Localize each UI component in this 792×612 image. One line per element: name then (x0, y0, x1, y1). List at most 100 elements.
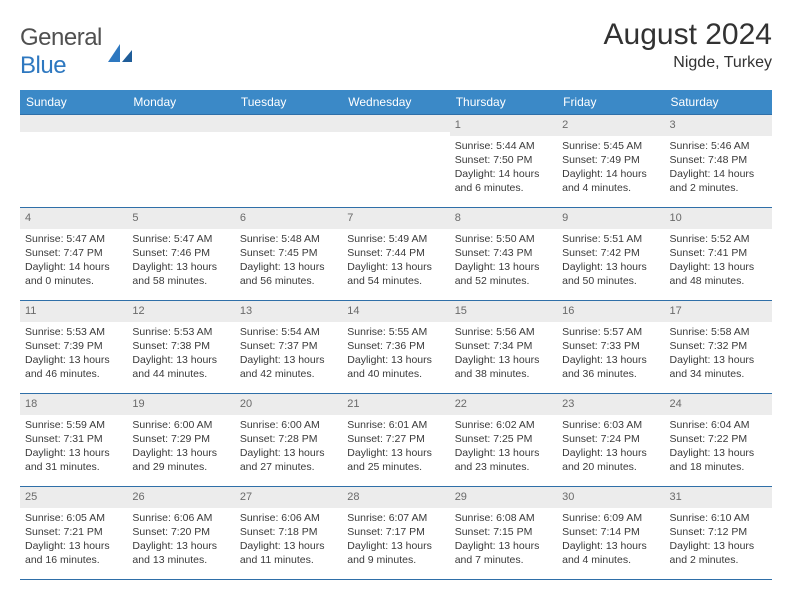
day-number: 30 (557, 487, 664, 508)
calendar-row: 11Sunrise: 5:53 AMSunset: 7:39 PMDayligh… (20, 301, 772, 394)
day-body: Sunrise: 5:51 AMSunset: 7:42 PMDaylight:… (557, 229, 664, 291)
daylight-text: Daylight: 13 hours and 7 minutes. (455, 539, 552, 567)
dayhead-tue: Tuesday (235, 90, 342, 115)
sunset-text: Sunset: 7:42 PM (562, 246, 659, 260)
day-body: Sunrise: 5:56 AMSunset: 7:34 PMDaylight:… (450, 322, 557, 384)
day-number: 24 (665, 394, 772, 415)
day-body: Sunrise: 6:06 AMSunset: 7:18 PMDaylight:… (235, 508, 342, 570)
day-number: 14 (342, 301, 449, 322)
daylight-text: Daylight: 14 hours and 0 minutes. (25, 260, 122, 288)
calendar-cell: 30Sunrise: 6:09 AMSunset: 7:14 PMDayligh… (557, 487, 664, 580)
dayhead-sun: Sunday (20, 90, 127, 115)
sunset-text: Sunset: 7:18 PM (240, 525, 337, 539)
sunset-text: Sunset: 7:41 PM (670, 246, 767, 260)
day-body: Sunrise: 6:01 AMSunset: 7:27 PMDaylight:… (342, 415, 449, 477)
sunset-text: Sunset: 7:31 PM (25, 432, 122, 446)
daylight-text: Daylight: 13 hours and 23 minutes. (455, 446, 552, 474)
sunrise-text: Sunrise: 5:57 AM (562, 325, 659, 339)
day-body: Sunrise: 5:44 AMSunset: 7:50 PMDaylight:… (450, 136, 557, 198)
dayhead-sat: Saturday (665, 90, 772, 115)
sunrise-text: Sunrise: 6:09 AM (562, 511, 659, 525)
dayhead-fri: Friday (557, 90, 664, 115)
sunrise-text: Sunrise: 5:46 AM (670, 139, 767, 153)
day-body: Sunrise: 5:55 AMSunset: 7:36 PMDaylight:… (342, 322, 449, 384)
daylight-text: Daylight: 13 hours and 29 minutes. (132, 446, 229, 474)
sunset-text: Sunset: 7:48 PM (670, 153, 767, 167)
sunrise-text: Sunrise: 5:53 AM (132, 325, 229, 339)
day-body: Sunrise: 5:49 AMSunset: 7:44 PMDaylight:… (342, 229, 449, 291)
calendar-cell: 12Sunrise: 5:53 AMSunset: 7:38 PMDayligh… (127, 301, 234, 394)
calendar-cell: 11 Sunrise: 5:53 AMSunset: 7:39 PMDayligh… (20, 301, 127, 394)
sunrise-text: Sunrise: 5:48 AM (240, 232, 337, 246)
calendar-cell: 5Sunrise: 5:47 AMSunset: 7:46 PMDaylight… (127, 208, 234, 301)
sunrise-text: Sunrise: 6:06 AM (240, 511, 337, 525)
page-subtitle: Nigde, Turkey (604, 54, 772, 72)
calendar-cell: 28Sunrise: 6:07 AMSunset: 7:17 PMDayligh… (342, 487, 449, 580)
sunset-text: Sunset: 7:34 PM (455, 339, 552, 353)
sunset-text: Sunset: 7:22 PM (670, 432, 767, 446)
day-number: 11 (20, 301, 127, 322)
daylight-text: Daylight: 14 hours and 2 minutes. (670, 167, 767, 195)
brand-logo: General Blue (20, 24, 134, 80)
calendar-page: General Blue August 2024 Nigde, Turkey S… (0, 0, 792, 612)
day-number: 19 (127, 394, 234, 415)
day-number: 18 (20, 394, 127, 415)
daylight-text: Daylight: 13 hours and 9 minutes. (347, 539, 444, 567)
sunrise-text: Sunrise: 6:04 AM (670, 418, 767, 432)
calendar-cell: 3Sunrise: 5:46 AMSunset: 7:48 PMDaylight… (665, 115, 772, 208)
daylight-text: Daylight: 13 hours and 40 minutes. (347, 353, 444, 381)
daylight-text: Daylight: 13 hours and 20 minutes. (562, 446, 659, 474)
day-body: Sunrise: 5:52 AMSunset: 7:41 PMDaylight:… (665, 229, 772, 291)
dayhead-wed: Wednesday (342, 90, 449, 115)
calendar-cell: 31Sunrise: 6:10 AMSunset: 7:12 PMDayligh… (665, 487, 772, 580)
day-body: Sunrise: 5:45 AMSunset: 7:49 PMDaylight:… (557, 136, 664, 198)
day-number: 17 (665, 301, 772, 322)
daylight-text: Daylight: 13 hours and 48 minutes. (670, 260, 767, 288)
calendar-cell: 16Sunrise: 5:57 AMSunset: 7:33 PMDayligh… (557, 301, 664, 394)
calendar-cell: 22Sunrise: 6:02 AMSunset: 7:25 PMDayligh… (450, 394, 557, 487)
day-number: 12 (127, 301, 234, 322)
day-number: 1 (450, 115, 557, 136)
daylight-text: Daylight: 13 hours and 13 minutes. (132, 539, 229, 567)
calendar-cell (127, 115, 234, 208)
day-number: 28 (342, 487, 449, 508)
sunrise-text: Sunrise: 6:10 AM (670, 511, 767, 525)
day-body: Sunrise: 6:04 AMSunset: 7:22 PMDaylight:… (665, 415, 772, 477)
day-body: Sunrise: 5:54 AMSunset: 7:37 PMDaylight:… (235, 322, 342, 384)
sunrise-text: Sunrise: 5:53 AM (25, 325, 122, 339)
day-body: Sunrise: 6:08 AMSunset: 7:15 PMDaylight:… (450, 508, 557, 570)
calendar-cell: 7Sunrise: 5:49 AMSunset: 7:44 PMDaylight… (342, 208, 449, 301)
calendar-cell (235, 115, 342, 208)
sunrise-text: Sunrise: 6:08 AM (455, 511, 552, 525)
sunrise-text: Sunrise: 5:55 AM (347, 325, 444, 339)
logo-text: General Blue (20, 24, 102, 80)
sunset-text: Sunset: 7:46 PM (132, 246, 229, 260)
sunrise-text: Sunrise: 6:01 AM (347, 418, 444, 432)
sunset-text: Sunset: 7:37 PM (240, 339, 337, 353)
daylight-text: Daylight: 13 hours and 31 minutes. (25, 446, 122, 474)
daylight-text: Daylight: 13 hours and 18 minutes. (670, 446, 767, 474)
sunset-text: Sunset: 7:28 PM (240, 432, 337, 446)
sunrise-text: Sunrise: 6:03 AM (562, 418, 659, 432)
sunset-text: Sunset: 7:43 PM (455, 246, 552, 260)
daylight-text: Daylight: 13 hours and 44 minutes. (132, 353, 229, 381)
sunset-text: Sunset: 7:27 PM (347, 432, 444, 446)
day-number: 25 (20, 487, 127, 508)
day-number: 10 (665, 208, 772, 229)
day-number (342, 115, 449, 132)
calendar-row: 1Sunrise: 5:44 AMSunset: 7:50 PMDaylight… (20, 115, 772, 208)
day-body: Sunrise: 5:46 AMSunset: 7:48 PMDaylight:… (665, 136, 772, 198)
daylight-text: Daylight: 13 hours and 16 minutes. (25, 539, 122, 567)
sunset-text: Sunset: 7:33 PM (562, 339, 659, 353)
sunset-text: Sunset: 7:39 PM (25, 339, 122, 353)
daylight-text: Daylight: 13 hours and 46 minutes. (25, 353, 122, 381)
daylight-text: Daylight: 13 hours and 34 minutes. (670, 353, 767, 381)
day-body: Sunrise: 5:47 AMSunset: 7:46 PMDaylight:… (127, 229, 234, 291)
day-number: 20 (235, 394, 342, 415)
calendar-row: 25Sunrise: 6:05 AMSunset: 7:21 PMDayligh… (20, 487, 772, 580)
calendar-cell: 23Sunrise: 6:03 AMSunset: 7:24 PMDayligh… (557, 394, 664, 487)
calendar-cell: 2Sunrise: 5:45 AMSunset: 7:49 PMDaylight… (557, 115, 664, 208)
day-number (235, 115, 342, 132)
daylight-text: Daylight: 13 hours and 54 minutes. (347, 260, 444, 288)
calendar-cell: 17Sunrise: 5:58 AMSunset: 7:32 PMDayligh… (665, 301, 772, 394)
